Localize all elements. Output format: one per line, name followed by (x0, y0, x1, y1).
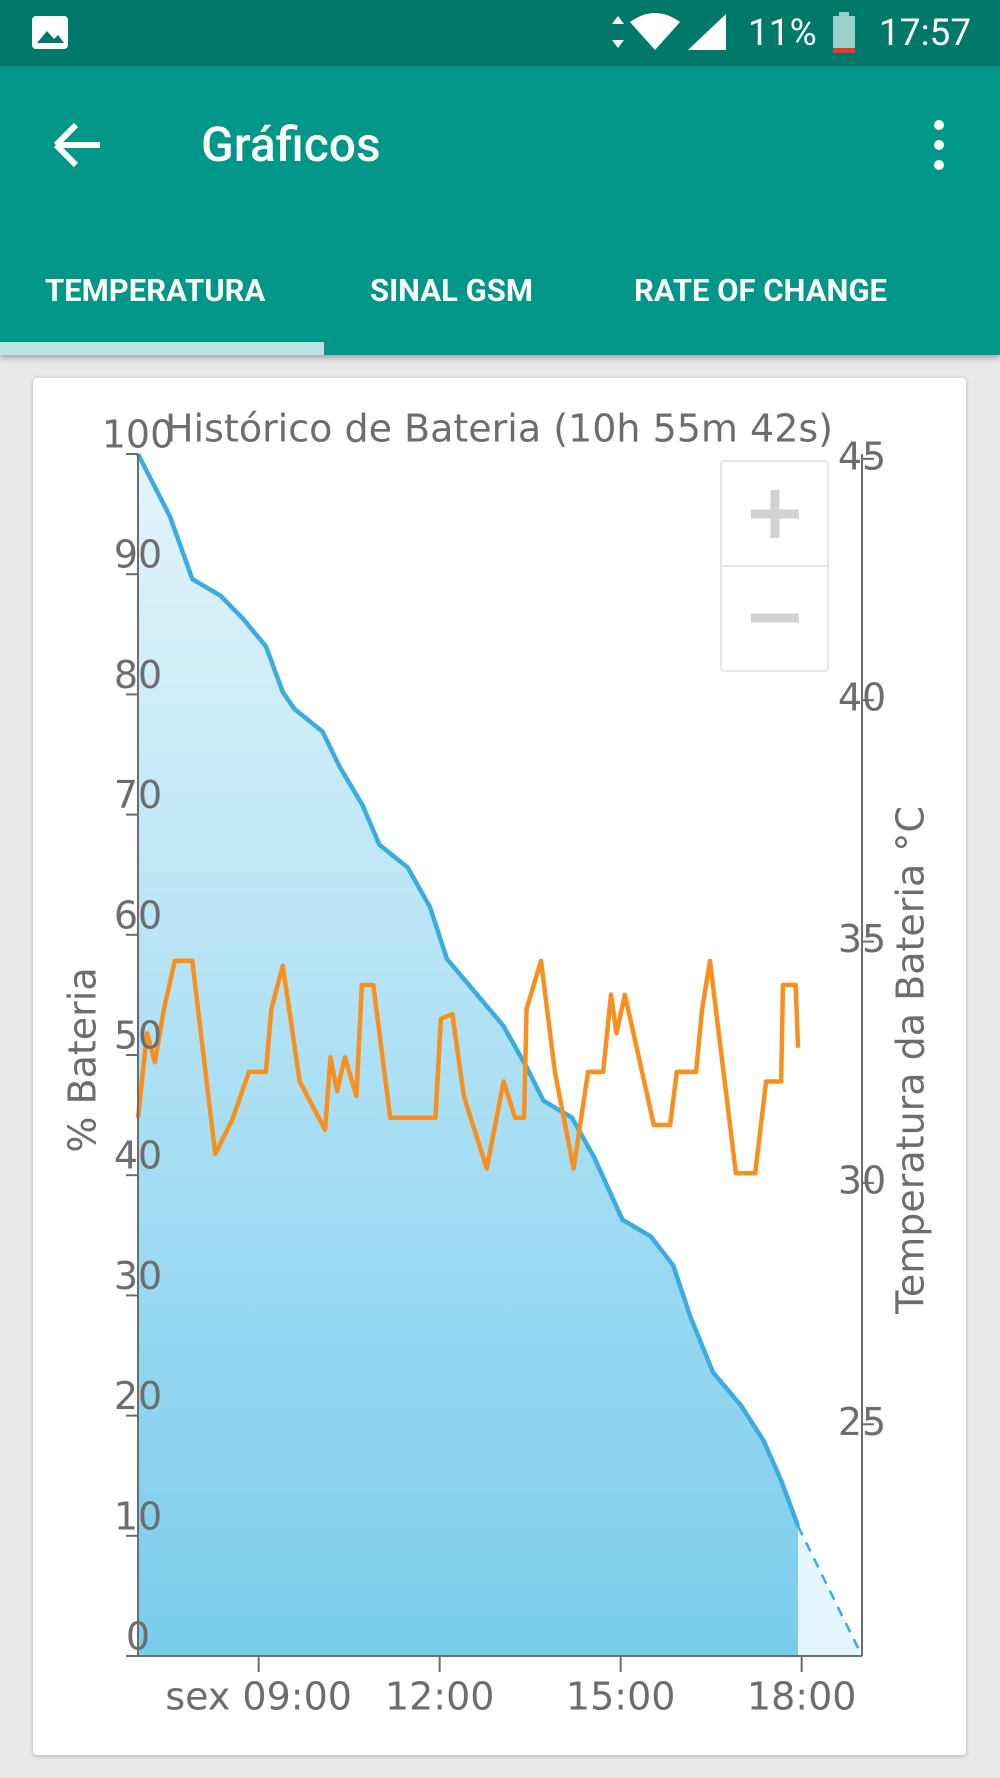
battery-tip (839, 12, 849, 17)
battery-percent: 11% (748, 12, 817, 55)
chart-title: Histórico de Bateria (10h 55m 42s) (165, 407, 833, 451)
x-tick-label: 18:00 (747, 1675, 857, 1719)
battery-level (833, 48, 855, 53)
y-tick-label: 60 (114, 893, 162, 937)
tab[interactable]: RATE OF CHANGE (634, 272, 887, 309)
plot (135, 452, 864, 1657)
gallery-icon-shape (37, 31, 64, 43)
series-line (135, 452, 801, 1527)
y-axis-title: % Bateria (61, 967, 105, 1152)
y-tick-label: 90 (114, 533, 162, 577)
y2-tick-label: 40 (838, 676, 886, 720)
zoom-controls (720, 460, 829, 672)
y-tick-label: 40 (114, 1134, 162, 1178)
data-icon (612, 16, 624, 48)
y2-tick-label: 35 (838, 917, 886, 961)
status-bar: 11% 17:57 (0, 0, 1000, 66)
clock: 17:57 (879, 12, 972, 55)
menu-button[interactable] (924, 115, 954, 175)
y-tick-label: 70 (114, 773, 162, 817)
signal-icon (688, 14, 726, 50)
y2-axis-title: Temperatura da Bateria °C (889, 806, 933, 1315)
y-tick-label: 20 (114, 1374, 162, 1418)
y-tick-label: 80 (114, 653, 162, 697)
y-tick-label: 0 (126, 1615, 150, 1659)
status-icons (32, 12, 855, 53)
tab[interactable]: SINAL GSM (370, 272, 533, 309)
tab-indicator (0, 342, 324, 355)
y-tick-label: 10 (114, 1494, 162, 1538)
tab[interactable]: TEMPERATURA (45, 272, 266, 309)
y2-tick-label: 30 (838, 1158, 886, 1202)
app-title: Gráficos (201, 116, 381, 173)
y2-tick-label: 45 (838, 434, 886, 478)
series-line (135, 958, 801, 1176)
y-tick-label: 50 (114, 1014, 162, 1058)
app-bar: Gráficos TEMPERATURA SINAL GSM RATE OF C… (0, 66, 1000, 355)
x-tick-label: 15:00 (566, 1675, 676, 1719)
y2-tick-label: 25 (838, 1400, 886, 1444)
wifi-icon (630, 13, 680, 50)
gallery-icon (32, 16, 68, 49)
x-tick-label: sex 09:00 (165, 1675, 352, 1719)
chart: Histórico de Bateria (10h 55m 42s) % Bat… (61, 407, 933, 1719)
y-tick-label: 30 (114, 1254, 162, 1298)
battery-icon (833, 16, 855, 53)
back-button[interactable] (48, 115, 108, 175)
y-tick-label: 100 (102, 413, 175, 457)
x-tick-label: 12:00 (385, 1675, 495, 1719)
chart-card: Histórico de Bateria (10h 55m 42s) % Bat… (33, 378, 966, 1755)
area-fill (138, 454, 799, 1656)
zoom-in[interactable] (751, 490, 799, 538)
series-line (796, 1525, 864, 1657)
